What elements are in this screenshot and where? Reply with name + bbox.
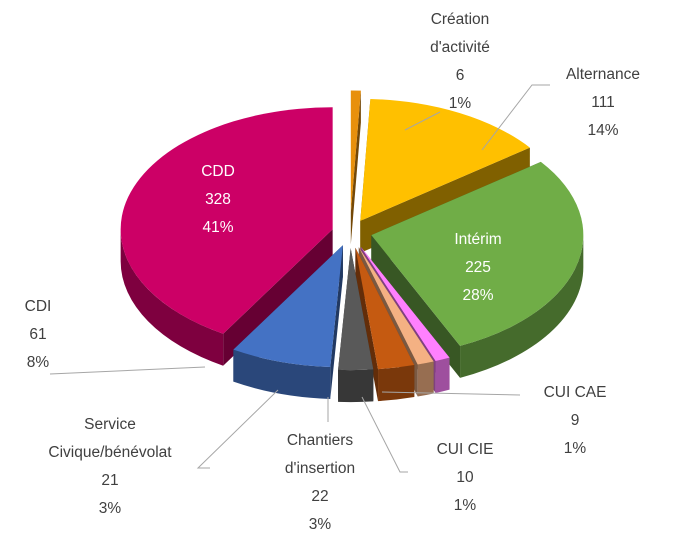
slice-top	[360, 246, 450, 362]
label-percent: 8%	[26, 354, 50, 371]
label-percent: 1%	[448, 95, 472, 112]
slice-rim	[233, 349, 331, 399]
label-percent: 1%	[563, 440, 587, 457]
slice-top	[371, 161, 584, 346]
slice	[338, 248, 374, 403]
label-percent: 1%	[453, 497, 477, 514]
slice-top	[355, 247, 415, 370]
slice-rim	[460, 235, 584, 378]
slice-top	[350, 90, 361, 213]
slice-wall	[223, 229, 333, 366]
label-name: CDD	[201, 163, 235, 180]
slice	[233, 245, 343, 399]
slice-rim	[120, 229, 224, 366]
label-percent: 41%	[202, 219, 234, 236]
slice-wall	[371, 235, 461, 378]
data-label: Alternance 111 14%	[543, 61, 663, 145]
data-label: CUI CAE 9 1%	[525, 379, 625, 463]
label-value: 22	[311, 488, 329, 505]
label-value: 10	[456, 469, 474, 486]
label-value: 225	[465, 259, 491, 276]
slice-rim	[417, 361, 434, 397]
slice	[120, 107, 333, 366]
label-value: 6	[455, 67, 465, 84]
leader-line	[404, 111, 441, 131]
leader-line	[361, 396, 408, 473]
data-label: Service Civique/bénévolat 21 3%	[25, 411, 195, 523]
data-label: CDD 328 41%	[168, 158, 268, 242]
slice	[371, 161, 584, 378]
slice-top	[120, 107, 333, 334]
leader-line	[381, 391, 521, 396]
label-value: 328	[205, 191, 231, 208]
label-percent: 3%	[308, 516, 332, 533]
label-name: Alternance	[565, 66, 641, 83]
slice-rim	[338, 369, 374, 403]
slice-top	[360, 98, 530, 221]
leader-lines	[49, 84, 550, 473]
slice	[350, 90, 361, 245]
data-label: Chantiers d'insertion 22 3%	[265, 427, 375, 535]
label-name: Création d'activité	[430, 11, 490, 56]
label-percent: 3%	[98, 500, 122, 517]
slice-top	[233, 245, 343, 367]
label-percent: 28%	[462, 287, 494, 304]
leader-line	[196, 389, 279, 469]
label-name: Service Civique/bénévolat	[48, 416, 172, 461]
data-label: CUI CIE 10 1%	[415, 436, 515, 520]
label-value: 111	[591, 94, 615, 111]
slice-rim	[378, 365, 415, 402]
label-name: CUI CIE	[436, 441, 494, 458]
label-name: Intérim	[454, 231, 502, 248]
slice-rim	[435, 357, 450, 394]
label-name: CDI	[24, 298, 52, 315]
label-name: Chantiers d'insertion	[284, 432, 356, 477]
leader-line	[481, 84, 550, 151]
data-label: Intérim 225 28%	[428, 226, 528, 310]
label-value: 9	[570, 412, 580, 429]
label-name: CUI CAE	[543, 384, 607, 401]
label-value: 21	[101, 472, 119, 489]
data-label: Création d'activité 6 1%	[410, 6, 510, 118]
slice-wall	[330, 245, 343, 399]
data-label: CDI 61 8%	[8, 293, 68, 377]
slice-top	[338, 248, 374, 371]
label-value: 61	[29, 326, 47, 343]
slice-wall	[355, 247, 379, 402]
label-percent: 14%	[587, 122, 619, 139]
leader-line	[49, 366, 206, 375]
slice-top	[358, 247, 434, 365]
slice-wall	[350, 90, 361, 245]
